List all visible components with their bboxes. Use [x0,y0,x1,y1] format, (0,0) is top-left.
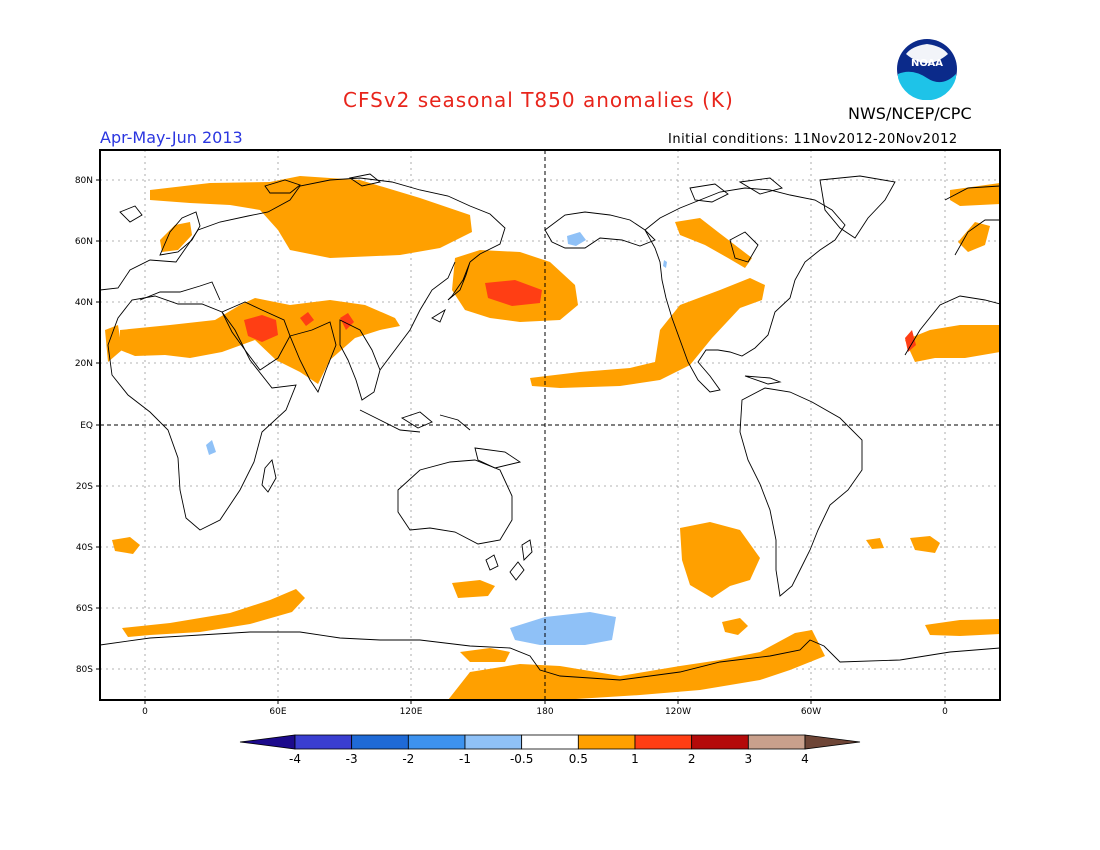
axis-ticks [96,179,946,704]
noaa-logo-icon: NOAA [897,39,957,100]
lon-label: 60E [269,707,286,717]
lon-label: 180 [536,707,553,717]
colorbar-label: 1 [631,752,639,766]
colorbar: -4 -3 -2 -1 -0.5 0.5 1 2 3 4 [239,734,861,766]
lat-label: 80S [76,665,93,675]
colorbar-segment [294,734,353,750]
lon-label: 0 [942,707,948,717]
colorbar-label: -2 [402,752,414,766]
colorbar-label: 2 [688,752,696,766]
season-label: Apr-May-Jun 2013 [100,128,243,147]
lat-label: 40S [76,543,93,553]
colorbar-segment [407,734,466,750]
lon-label: 0 [142,707,148,717]
lat-label: 60S [76,604,93,614]
colorbar-label: 0.5 [569,752,588,766]
colorbar-segment [691,734,749,750]
lat-label: 20S [76,482,93,492]
lat-label: EQ [80,421,93,431]
colorbar-label: 3 [745,752,753,766]
initial-conditions-label: Initial conditions: 11Nov2012-20Nov2012 [668,132,958,147]
colorbar-segment [464,734,523,750]
lat-label: 40N [75,298,93,308]
map-title: CFSv2 seasonal T850 anomalies (K) [343,88,734,112]
lat-label: 60N [75,237,93,247]
colorbar-segment [577,734,636,750]
lat-label: 20N [75,359,93,369]
negative-anomaly-regions [206,232,667,645]
colorbar-end-low [239,734,296,750]
colorbar-label: -0.5 [510,752,533,766]
colorbar-label: -3 [346,752,358,766]
colorbar-label: -4 [289,752,301,766]
coastlines [100,173,1000,681]
colorbar-segment [634,734,693,750]
strong-positive-anomaly-regions [244,280,916,352]
colorbar-end-high [804,734,861,750]
colorbar-label: 4 [801,752,809,766]
lon-label: 60W [801,707,821,717]
colorbar-segment [351,734,409,750]
svg-text:NOAA: NOAA [911,58,943,69]
lon-label: 120E [400,707,423,717]
colorbar-label: -1 [459,752,471,766]
colorbar-segment [747,734,806,750]
longitude-labels: 0 60E 120E 180 120W 60W 0 [142,707,948,717]
colorbar-segment [521,734,579,750]
lat-label: 80N [75,176,93,186]
positive-anomaly-regions [105,176,1000,700]
lon-label: 120W [665,707,691,717]
latitude-labels: 80N 60N 40N 20N EQ 20S 40S 60S 80S [75,176,93,675]
agency-label: NWS/NCEP/CPC [848,104,972,123]
